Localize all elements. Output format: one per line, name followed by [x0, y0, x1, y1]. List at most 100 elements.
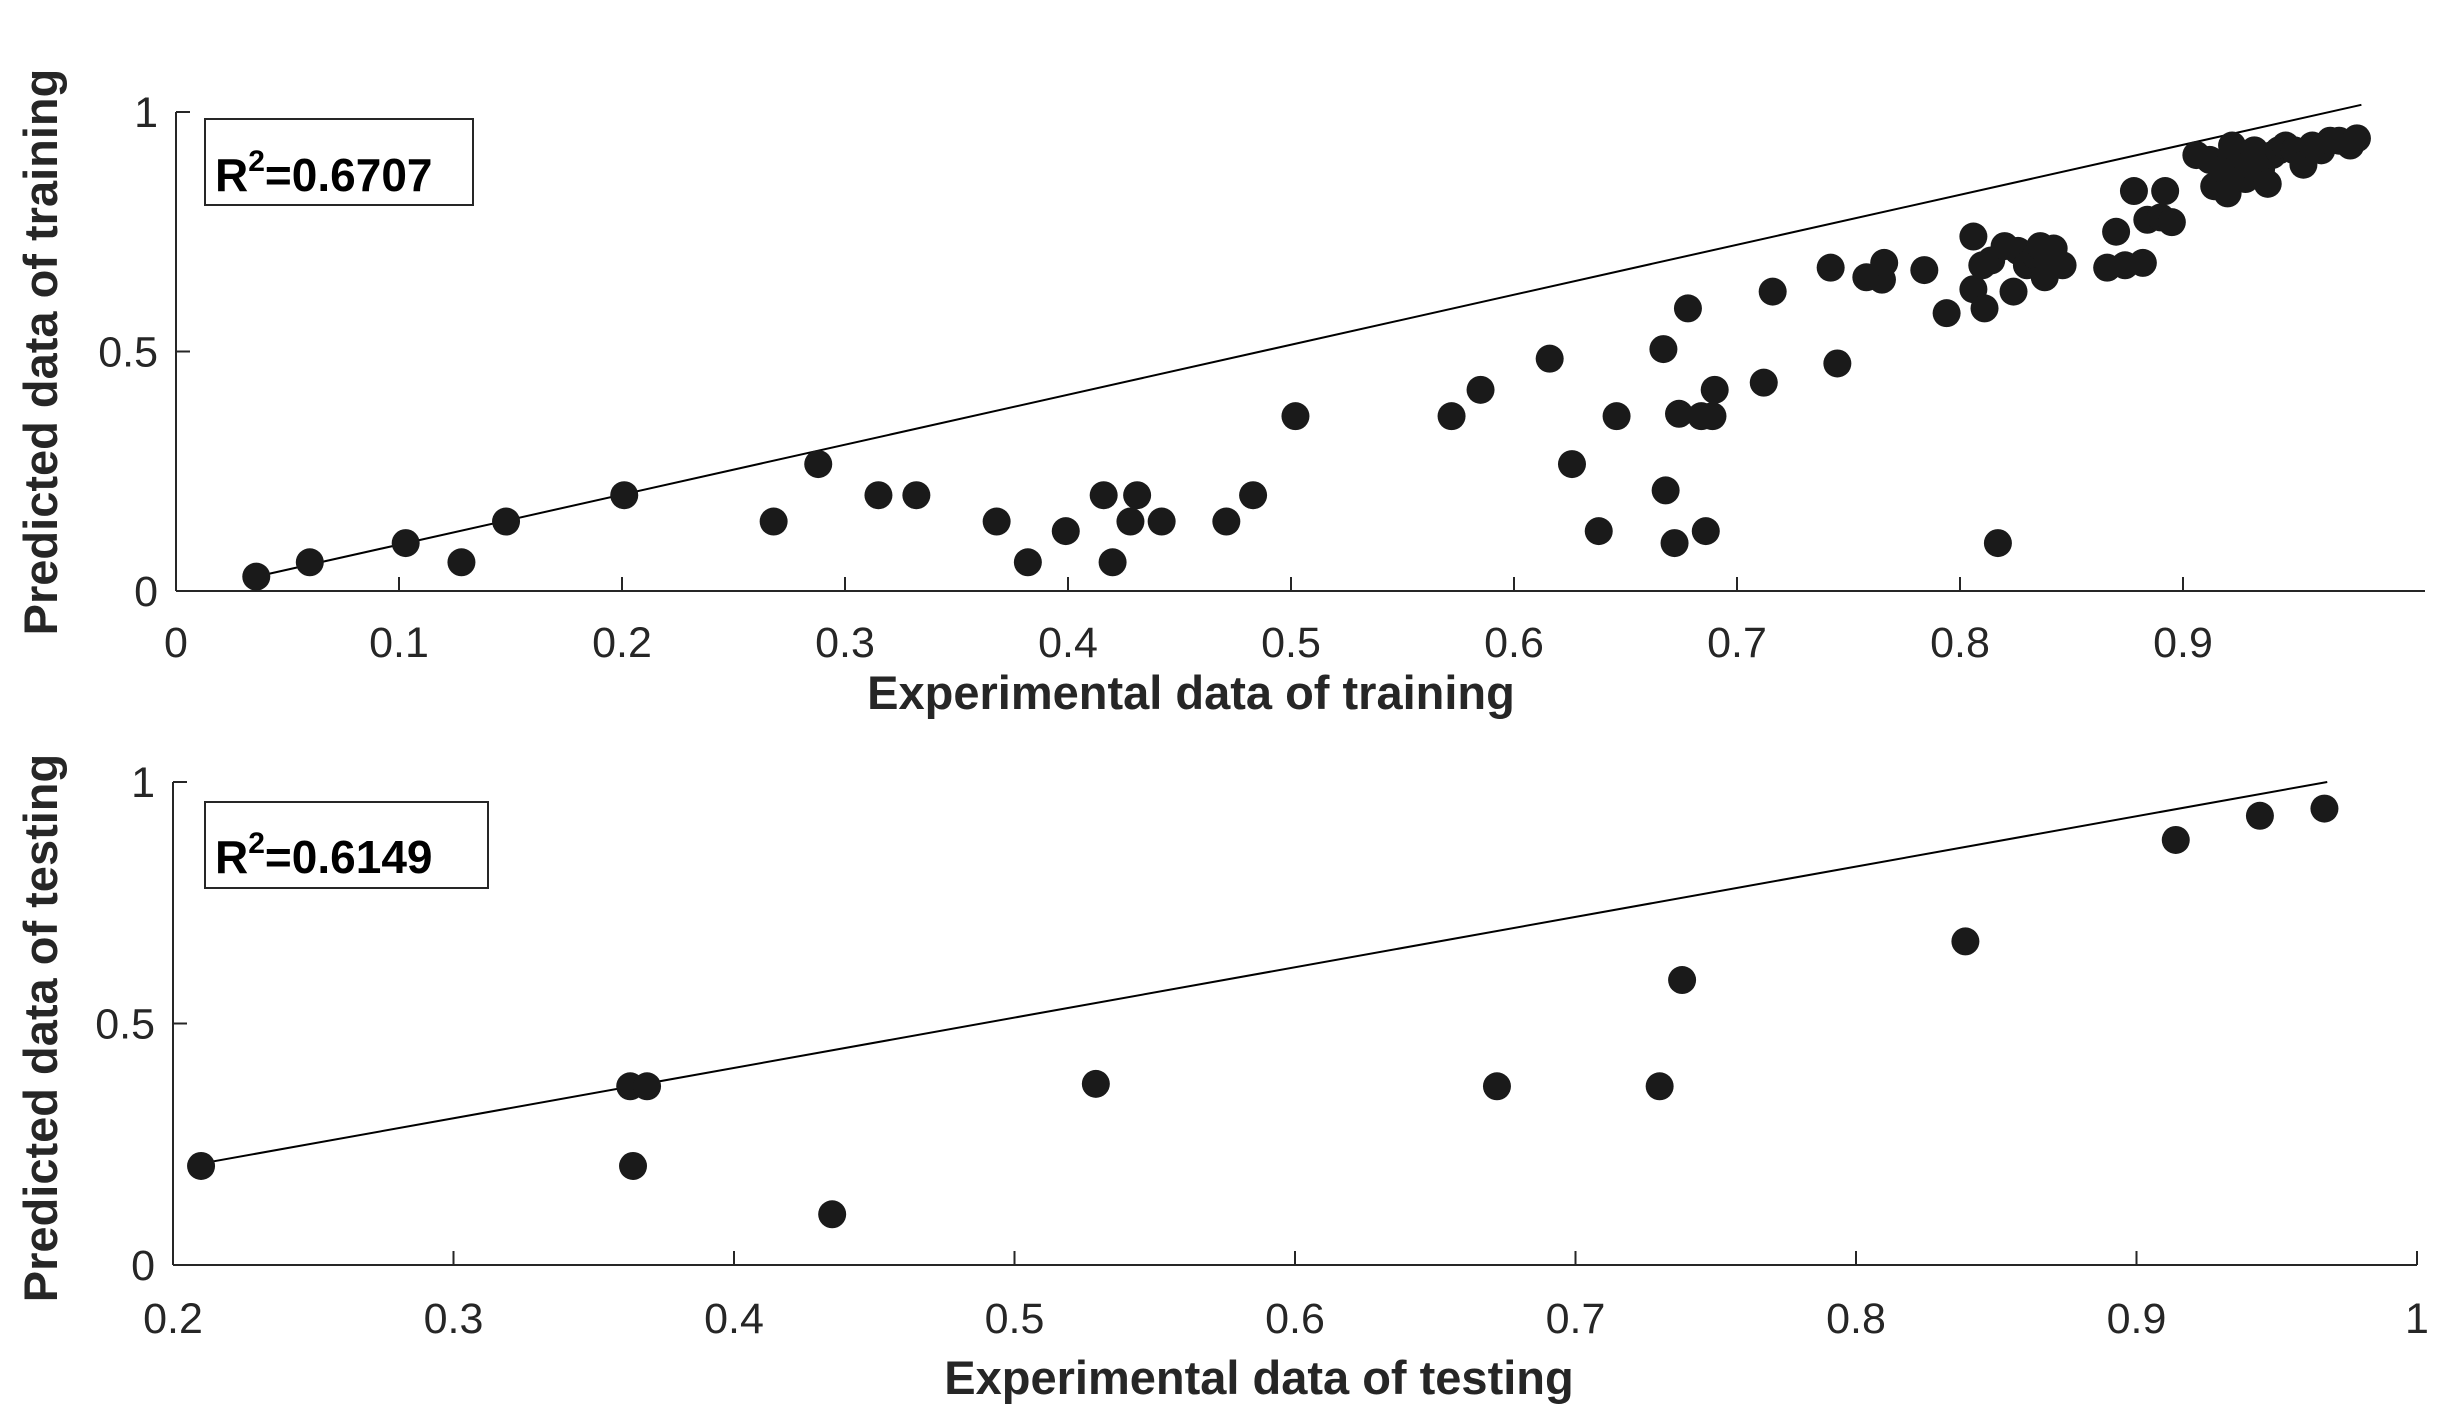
data-point: [1691, 517, 1720, 546]
data-point: [864, 481, 893, 510]
data-point: [1239, 481, 1268, 510]
y-ticks: 00.51: [98, 89, 190, 616]
r2-prefix: R: [215, 149, 248, 201]
scatter-points: [242, 124, 2371, 591]
y-tick-label: 1: [131, 759, 155, 807]
data-point: [1098, 548, 1127, 577]
regression-line: [256, 103, 2362, 578]
data-point: [2119, 177, 2148, 206]
x-tick-label: 0.4: [1038, 619, 1098, 667]
data-point: [818, 1200, 847, 1229]
x-ticks: 0 0.1 0.2 0.3 0.4 0.5 0.6 0.7 0.8 0.9: [164, 577, 2213, 667]
training-panel: 0 0.1 0.2 0.3 0.4 0.5 0.6 0.7 0.8 0.9 00.51 R2=0.…: [14, 69, 2425, 719]
data-point: [902, 481, 931, 510]
y-tick-label: 1: [134, 89, 158, 137]
data-point: [2157, 208, 2186, 237]
r2-prefix: R: [215, 831, 248, 883]
y-tick-label: 0.5: [98, 329, 158, 377]
x-tick-label: 0.8: [1930, 619, 1990, 667]
x-tick-label: 0.9: [2153, 619, 2213, 667]
data-point: [2161, 825, 2190, 854]
data-point: [1758, 277, 1787, 306]
data-point: [1212, 507, 1241, 536]
data-point: [1951, 927, 1980, 956]
data-point: [1602, 402, 1631, 431]
x-tick-label: 0.7: [1546, 1295, 1606, 1343]
data-point: [1645, 1072, 1674, 1101]
data-point: [2310, 794, 2339, 823]
x-tick-label: 0.8: [1826, 1295, 1886, 1343]
data-point: [1698, 402, 1727, 431]
data-point: [1123, 481, 1152, 510]
data-point: [2245, 801, 2274, 830]
data-point: [1970, 294, 1999, 323]
r2-value: =0.6149: [265, 831, 433, 883]
r2-annotation: R2=0.6149: [215, 827, 432, 883]
x-tick-label: 1: [2405, 1295, 2429, 1343]
data-point: [1649, 335, 1678, 364]
data-point: [2048, 251, 2077, 280]
data-point: [1651, 476, 1680, 505]
r2-annotation-box: [204, 118, 474, 206]
r2-annotation-box: [204, 801, 489, 889]
data-point: [391, 529, 420, 558]
x-tick-label: 0.3: [424, 1295, 484, 1343]
x-tick-label: 0.9: [2107, 1295, 2167, 1343]
data-point: [447, 548, 476, 577]
regression-line: [200, 781, 2328, 1165]
data-point: [1870, 248, 1899, 277]
data-point: [1482, 1072, 1511, 1101]
data-point: [1584, 517, 1613, 546]
data-point: [1660, 529, 1689, 558]
data-point: [1437, 402, 1466, 431]
data-point: [1116, 507, 1145, 536]
scatter-points: [187, 794, 2339, 1229]
r2-value: =0.6707: [265, 149, 433, 201]
data-point: [2102, 217, 2131, 246]
data-point: [1749, 368, 1778, 397]
data-point: [2151, 177, 2180, 206]
data-point: [1959, 222, 1988, 251]
data-point: [2342, 124, 2371, 153]
x-tick-label: 0.1: [369, 619, 429, 667]
x-tick-label: 0.6: [1265, 1295, 1325, 1343]
data-point: [633, 1072, 662, 1101]
y-ticks: 00.51: [95, 759, 187, 1290]
y-tick-label: 0.5: [95, 1001, 155, 1049]
x-tick-label: 0.2: [143, 1295, 203, 1343]
data-point: [2128, 248, 2157, 277]
data-point: [982, 507, 1011, 536]
r2-annotation: R2=0.6707: [215, 145, 432, 201]
data-point: [2253, 169, 2282, 198]
x-tick-label: 0.6: [1484, 619, 1544, 667]
data-point: [1999, 277, 2028, 306]
data-point: [619, 1151, 648, 1180]
x-tick-label: 0.3: [815, 619, 875, 667]
data-point: [1700, 375, 1729, 404]
data-point: [492, 507, 521, 536]
y-tick-label: 0: [131, 1242, 155, 1290]
y-axis-label: Predicted data of training: [14, 69, 67, 636]
r2-superscript: 2: [248, 827, 265, 860]
x-tick-label: 0: [164, 619, 188, 667]
data-point: [295, 548, 324, 577]
data-point: [1281, 402, 1310, 431]
data-point: [1081, 1069, 1110, 1098]
data-point: [1823, 349, 1852, 378]
x-tick-label: 0.5: [1261, 619, 1321, 667]
x-tick-label: 0.7: [1707, 619, 1767, 667]
y-axis-label: Predicted data of testing: [14, 754, 67, 1302]
x-tick-label: 0.5: [985, 1295, 1045, 1343]
y-tick-label: 0: [134, 568, 158, 616]
testing-panel: 0.2 0.3 0.4 0.5 0.6 0.7 0.8 0.9 1 00.51 R2=0.614…: [14, 754, 2429, 1404]
data-point: [1535, 344, 1564, 373]
data-point: [1673, 294, 1702, 323]
data-point: [242, 562, 271, 591]
data-point: [804, 450, 833, 479]
data-point: [1910, 256, 1939, 285]
data-point: [1816, 253, 1845, 282]
x-ticks: 0.2 0.3 0.4 0.5 0.6 0.7 0.8 0.9 1: [143, 1251, 2429, 1343]
data-point: [1557, 450, 1586, 479]
data-point: [1051, 517, 1080, 546]
x-tick-label: 0.4: [704, 1295, 764, 1343]
